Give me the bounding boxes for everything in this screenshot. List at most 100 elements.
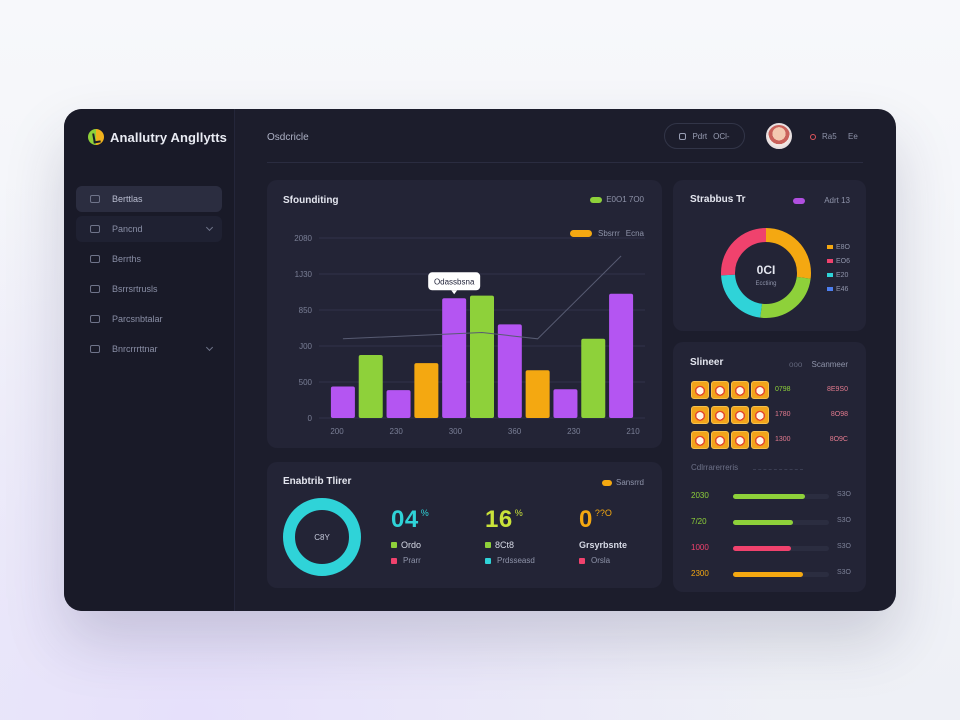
emoji-icon [751,431,769,449]
stat-value: 0 [579,506,593,533]
x-tick-label: 230 [567,427,581,436]
emoji-row-value: 0798 [775,386,791,393]
emoji-icon [731,431,749,449]
legend-label: E46 [836,285,849,293]
bar[interactable] [470,295,494,418]
progress-fill [733,494,805,499]
streamer-more[interactable]: ooo [789,360,803,369]
bar[interactable] [497,324,522,418]
donut-legend-item: E20 [827,268,850,282]
sidebar-item-2[interactable]: Pancnd [76,216,222,242]
x-tick-label: 200 [330,427,344,436]
progress-end-value: S3O [836,569,851,576]
date-filter-value: OCl- [713,131,730,141]
emoji-row[interactable] [691,431,769,449]
sidebar-item-label: Pancnd [112,224,143,234]
stat-unit: ??O [594,508,612,518]
legend-swatch [391,542,397,548]
legend-swatch [827,273,833,277]
emoji-row-value: 1300 [775,436,791,443]
stats-legend[interactable]: Sansrrd [601,478,644,487]
emoji-row[interactable] [691,406,769,424]
chart-legend-series[interactable]: Sbsrrr Ecna [569,229,644,238]
legend-swatch [601,479,612,486]
emoji-icon [711,381,729,399]
tooltip [428,272,481,291]
stat-label: Ordo [401,540,422,550]
folder-icon [90,225,100,233]
sidebar-item-1[interactable]: Berttlas [76,186,222,212]
progress-end-value: S3O [836,543,851,550]
bar[interactable] [553,389,578,418]
legend-swatch [485,542,491,548]
progress-end-value: S3O [836,517,851,524]
progress-label: 2030 [691,491,709,500]
progress-track [733,520,829,525]
bar[interactable] [414,363,439,418]
mail-icon [90,285,100,293]
progress-row: 1000 S3O [691,543,851,553]
donut-segment[interactable] [721,228,811,318]
brand[interactable]: Anallutry Angllytts [88,129,227,145]
sidebar-item-3[interactable]: Berrths [76,246,222,272]
bar[interactable] [386,390,411,418]
legend-label: E8O [836,243,851,251]
toggle-switch[interactable] [793,198,805,204]
ring-label: C8Y [314,532,330,542]
bar[interactable] [330,386,355,419]
stat-label: 8Ct8 [495,540,515,550]
y-tick-label: 2080 [294,234,312,243]
avatar[interactable] [766,123,792,149]
donut-legend: E8O EO6 E20 E46 [827,240,850,296]
y-tick-label: 1J30 [295,270,313,279]
bar[interactable] [525,370,550,418]
sidebar-item-6[interactable]: Bnrcrrrttnar [76,336,222,362]
legend-label: E0O1 7O0 [606,195,644,204]
emoji-icon [711,406,729,424]
sidebar-item-4[interactable]: Bsrrsrtrusls [76,276,222,302]
emoji-row-value: 1780 [775,411,791,418]
emoji-icon [751,406,769,424]
legend-swatch [579,557,585,564]
dashboard-window: Anallutry Angllytts Berttlas Pancnd Berr… [64,109,896,611]
date-filter-button[interactable]: Pdrt OCl- [664,123,745,149]
legend-swatch [827,259,833,263]
streamer-card: Slineer ooo Scanmeer 0798 8E9S0 1780 8O98 13… [673,342,866,592]
streamer-header-link[interactable]: Scanmeer [811,360,848,369]
bar[interactable] [581,338,606,418]
stat-unit: % [420,508,429,518]
divider [753,469,803,470]
emoji-row[interactable] [691,381,769,399]
legend-swatch [827,287,833,291]
notification-icon[interactable] [810,134,816,140]
tooltip-text: Odassbsna [434,277,475,286]
progress-row: 7/20 S3O [691,517,851,527]
bar[interactable] [609,293,634,418]
donut-legend-item: EO6 [827,254,850,268]
stat-value: 16 [485,506,513,533]
stat-unit: % [514,508,523,518]
legend-label-a: Sbsrrr [597,229,620,238]
emoji-icon [731,381,749,399]
streamer-subtitle: Cdlrrarerreris [691,463,739,472]
progress-row: 2030 S3O [691,491,851,501]
trend-line [342,255,622,340]
chart-legend-top[interactable]: E0O1 7O0 [590,195,644,204]
x-tick-label: 230 [390,427,404,436]
emoji-row-right-value: 8E9S0 [826,386,848,393]
sidebar-item-5[interactable]: Parcsnbtalar [76,306,222,332]
progress-row: 2300 S3O [691,569,851,579]
progress-fill [733,572,804,577]
menu-label[interactable]: Ee [848,132,858,141]
dashboard-icon [90,195,100,203]
settings-icon [90,345,100,353]
donut-segment[interactable] [721,228,811,318]
bar[interactable] [442,298,467,418]
donut-card: Strabbus Tr Adrt 13 0CI Ecctiing E8O EO6 E2… [673,180,866,331]
calendar-icon [679,132,687,140]
stat-line-2: Prarr [391,556,421,565]
streamer-title: Slineer [690,357,724,368]
chart-title: Sfounditing [283,195,339,206]
user-name[interactable]: Ra5 [822,132,837,141]
bar[interactable] [358,355,383,418]
